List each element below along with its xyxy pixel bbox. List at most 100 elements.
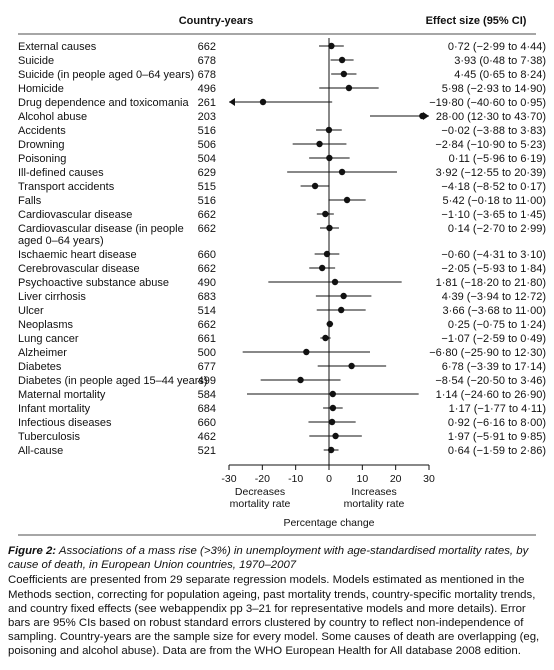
row-label: Ill-defined causes (18, 167, 104, 179)
forest-row: Alcohol abuse 203 28·00 (12·30 to 43·70) (18, 111, 546, 123)
row-label-line-2: aged 0–64 years) (18, 235, 104, 247)
country-years-value: 500 (198, 347, 216, 359)
effect-estimate-marker (322, 334, 329, 342)
forest-row: Drowning 506 −2·84 (−10·90 to 5·23) (18, 139, 546, 151)
effect-size-value: 3·93 (0·48 to 7·38) (454, 55, 546, 67)
row-label: Drowning (18, 139, 64, 151)
row-label: Cardiovascular disease (18, 209, 132, 221)
effect-size-value: 28·00 (12·30 to 43·70) (436, 111, 546, 123)
row-label: Alzheimer (18, 347, 67, 359)
plot-background (0, 0, 554, 540)
increases-annotation-line-1: Increases (351, 486, 397, 498)
country-years-value: 584 (198, 389, 216, 401)
forest-row: Psychoactive substance abuse 490 1·81 (−18… (18, 277, 546, 289)
country-years-value: 661 (198, 333, 216, 345)
country-years-value: 515 (198, 181, 216, 193)
row-label: Lung cancer (18, 333, 79, 345)
x-axis-tick-label: -20 (255, 473, 270, 485)
forest-rows: External causes 662 0·72 (−2·99 to 4·44) Su… (18, 38, 546, 465)
effect-estimate-marker (338, 56, 346, 64)
forest-row: Alzheimer 500 −6·80 (−25·90 to 12·30) (18, 347, 546, 359)
row-label: Infectious diseases (18, 417, 112, 429)
forest-row: Ulcer 514 3·66 (−3·68 to 11·00) (18, 305, 546, 317)
country-years-value: 203 (198, 111, 216, 123)
effect-size-value: −2·84 (−10·90 to 5·23) (435, 139, 546, 151)
effect-estimate-marker (331, 278, 339, 286)
forest-row: Ill-defined causes 629 3·92 (−12·55 to 20·… (18, 167, 546, 179)
caption-title-text: Associations of a mass rise (>3%) in une… (8, 545, 529, 572)
effect-size-value: 0·64 (−1·59 to 2·86) (448, 445, 546, 457)
row-label: Diabetes (in people aged 15–44 years) (18, 375, 208, 387)
effect-estimate-marker (340, 70, 348, 78)
caption-title: Figure 2: Associations of a mass rise (>… (8, 544, 546, 572)
forest-row: Tuberculosis 462 1·97 (−5·91 to 9·85) (18, 431, 546, 443)
forest-row: Transport accidents 515 −4·18 (−8·52 to 0·… (18, 181, 546, 193)
country-years-header: Country-years (179, 15, 254, 27)
forest-row: Suicide (in people aged 0–64 years) 678 4·… (18, 69, 546, 81)
effect-size-value: 1·81 (−18·20 to 21·80) (436, 277, 546, 289)
effect-estimate-marker (348, 362, 355, 370)
effect-size-value: 5·98 (−2·93 to 14·90) (442, 83, 546, 95)
country-years-value: 662 (198, 209, 216, 221)
effect-estimate-marker (326, 320, 334, 328)
effect-estimate-marker (328, 42, 335, 50)
forest-row: Ischaemic heart disease 660 −0·60 (−4·31 t… (18, 249, 546, 261)
effect-size-value: −0·60 (−4·31 to 3·10) (441, 249, 546, 261)
x-axis-tick-label: 30 (423, 473, 435, 485)
effect-estimate-marker (311, 182, 319, 190)
effect-size-value: −1·07 (−2·59 to 0·49) (441, 333, 546, 345)
forest-row: Suicide 678 3·93 (0·48 to 7·38) (18, 55, 546, 67)
left-arrow-icon (229, 98, 235, 106)
row-label: Poisoning (18, 153, 66, 165)
effect-size-value: −2·05 (−5·93 to 1·84) (441, 263, 546, 275)
country-years-value: 490 (198, 277, 216, 289)
country-years-value: 678 (198, 69, 216, 81)
row-label: Ulcer (18, 305, 44, 317)
increases-annotation-line-2: mortality rate (344, 498, 405, 510)
forest-row: Liver cirrhosis 683 4·39 (−3·94 to 12·72) (18, 291, 546, 303)
effect-estimate-marker (338, 168, 346, 176)
forest-row: Drug dependence and toxicomania 261 −19·80… (18, 97, 546, 109)
country-years-value: 496 (198, 83, 216, 95)
effect-estimate-marker (303, 348, 310, 356)
effect-size-value: 5·42 (−0·18 to 11·00) (443, 195, 546, 207)
row-label: Cardiovascular disease (in people (18, 223, 184, 235)
effect-estimate-marker (327, 446, 335, 454)
effect-size-value: 3·66 (−3·68 to 11·00) (443, 305, 546, 317)
effect-size-value: 0·72 (−2·99 to 4·44) (448, 41, 546, 53)
country-years-value: 521 (198, 445, 216, 457)
effect-estimate-marker (297, 376, 304, 384)
effect-estimate-marker (322, 210, 329, 218)
effect-size-value: 1·17 (−1·77 to 4·11) (449, 403, 546, 415)
x-axis-tick-label: 20 (390, 473, 402, 485)
row-label: External causes (18, 41, 97, 53)
row-label: Psychoactive substance abuse (18, 277, 169, 289)
effect-estimate-marker (328, 418, 336, 426)
x-axis-title: Percentage change (283, 517, 374, 529)
forest-row: Infectious diseases 660 0·92 (−6·16 to 8·0… (18, 417, 546, 429)
country-years-value: 683 (198, 291, 216, 303)
effect-estimate-marker (419, 112, 426, 120)
country-years-value: 499 (198, 375, 216, 387)
forest-row: Infant mortality 684 1·17 (−1·77 to 4·11) (18, 403, 546, 415)
caption-body: Coefficients are presented from 29 separ… (8, 574, 540, 658)
effect-size-value: −19·80 (−40·60 to 0·95) (429, 97, 546, 109)
x-axis-tick-label: 0 (326, 473, 332, 485)
x-axis-tick-label: 10 (356, 473, 368, 485)
effect-size-value: 1·14 (−24·60 to 26·90) (436, 389, 546, 401)
forest-row: All-cause 521 0·64 (−1·59 to 2·86) (18, 445, 546, 457)
country-years-value: 662 (198, 41, 216, 53)
row-label: Neoplasms (18, 319, 74, 331)
effect-size-value: −4·18 (−8·52 to 0·17) (441, 181, 546, 193)
effect-size-value: 0·25 (−0·75 to 1·24) (448, 319, 546, 331)
forest-row: Maternal mortality 584 1·14 (−24·60 to 26·… (18, 389, 546, 401)
forest-row: Homicide 496 5·98 (−2·93 to 14·90) (18, 83, 546, 95)
forest-row: Diabetes 677 6·78 (−3·39 to 17·14) (18, 361, 546, 373)
country-years-value: 662 (198, 319, 216, 331)
x-axis-tick-label: -30 (221, 473, 236, 485)
effect-estimate-marker (343, 196, 351, 204)
effect-estimate-marker (345, 84, 353, 92)
effect-size-value: 3·92 (−12·55 to 20·39) (436, 167, 546, 179)
